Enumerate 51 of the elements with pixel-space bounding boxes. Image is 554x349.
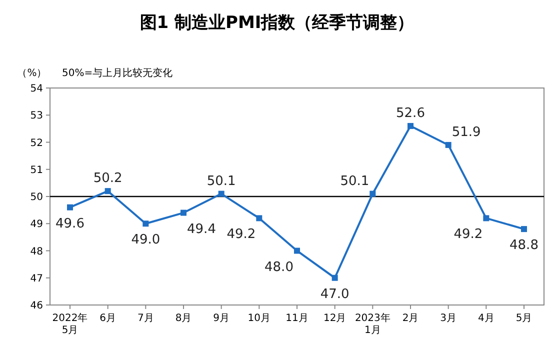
- x-tick-label: 6月: [100, 313, 116, 324]
- point: [180, 210, 186, 216]
- data-label: 47.0: [320, 286, 350, 302]
- x-tick-label: 8月: [175, 313, 192, 324]
- point: [408, 122, 414, 129]
- data-label: 48.8: [510, 238, 538, 254]
- x-tick-label: 2022年 5月: [52, 312, 88, 336]
- point: [218, 190, 224, 197]
- x-tick-label: 12月: [323, 313, 346, 324]
- data-label: 48.0: [264, 260, 294, 275]
- data-label: 50.2: [93, 171, 122, 186]
- data-label: 49.6: [56, 216, 84, 232]
- data-label: 49.4: [187, 222, 216, 237]
- point: [142, 220, 149, 227]
- chart-title: 图1 制造业PMI指数（经季节调整）: [140, 13, 414, 33]
- x-tick-label: 2月: [402, 313, 419, 324]
- y-tick-label: 46: [30, 300, 43, 312]
- y-tick-label: 52: [30, 138, 43, 149]
- y-tick-label: 49: [30, 219, 43, 230]
- x-tick-label: 7月: [137, 313, 154, 324]
- y-axis-title: （%）: [17, 68, 47, 79]
- y-tick-label: 51: [30, 164, 43, 176]
- point: [445, 142, 452, 148]
- point: [104, 188, 111, 194]
- data-label: 50.1: [340, 174, 370, 189]
- x-tick-label: 11月: [286, 313, 308, 324]
- y-tick-label: 47: [30, 273, 43, 284]
- point: [521, 226, 527, 232]
- text: 50%=与上月比较无变化: [62, 67, 173, 79]
- x-tick-label: 5月: [516, 313, 532, 324]
- point: [256, 215, 262, 222]
- y-tick-label: 50: [30, 192, 43, 203]
- y-tick-label: 48: [30, 246, 43, 258]
- point: [294, 248, 300, 254]
- data-label: 49.0: [131, 232, 160, 248]
- point: [332, 274, 338, 281]
- y-tick-label: 54: [30, 84, 43, 94]
- x-tick-label: 10月: [248, 313, 271, 324]
- data-label: 51.9: [452, 124, 481, 140]
- y-tick-label: 53: [30, 110, 43, 122]
- x-tick-label: 4月: [478, 313, 494, 324]
- data-label: 52.6: [396, 106, 425, 121]
- point: [67, 204, 73, 210]
- point: [483, 215, 490, 222]
- data-label: 49.2: [226, 227, 256, 242]
- x-tick-label: 3月: [440, 313, 457, 324]
- x-tick-label: 2023年 1月: [354, 312, 390, 336]
- point: [370, 190, 376, 197]
- data-label: 50.1: [206, 174, 236, 189]
- x-tick-label: 9月: [213, 313, 230, 324]
- data-label: 49.2: [454, 227, 483, 242]
